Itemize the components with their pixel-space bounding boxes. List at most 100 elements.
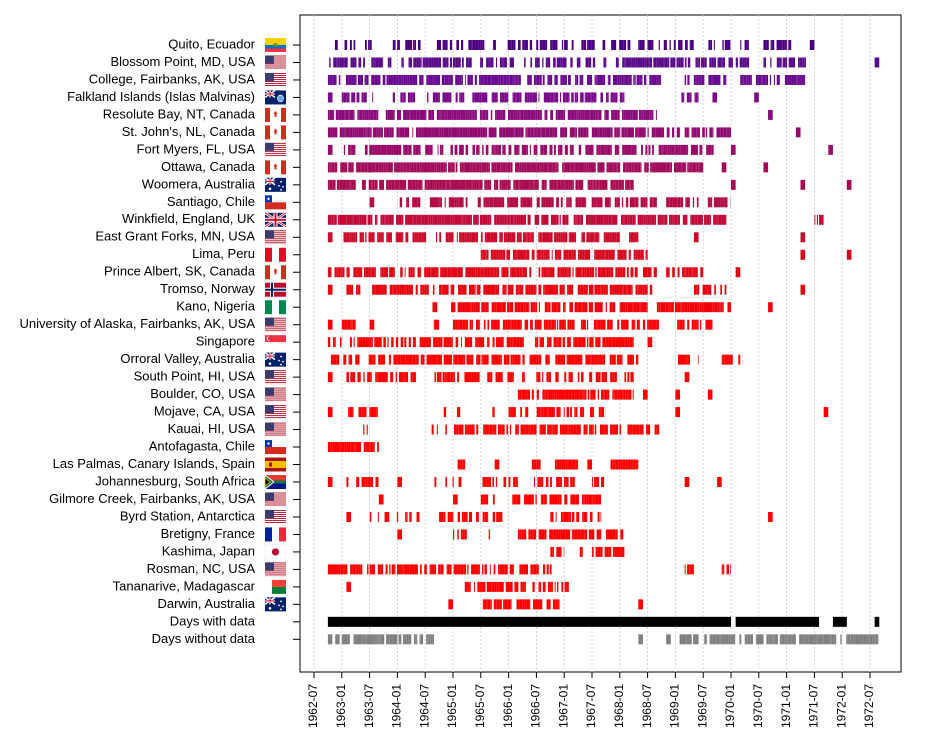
data-bar [518, 127, 521, 138]
data-bar [548, 599, 551, 610]
data-bar [443, 511, 446, 522]
data-bar [479, 214, 483, 225]
data-bar [600, 92, 604, 103]
data-bar [538, 284, 542, 295]
data-bar [351, 232, 354, 243]
data-bar [788, 40, 792, 50]
data-bar [445, 92, 447, 103]
data-bar [556, 389, 558, 400]
data-bar [369, 40, 372, 50]
data-bar [556, 162, 558, 173]
data-bar [529, 92, 532, 103]
data-bar [450, 74, 453, 85]
data-bar [622, 459, 626, 470]
data-bar [524, 40, 528, 50]
data-bar [595, 337, 598, 348]
data-bar [507, 232, 510, 243]
data-bar [579, 389, 583, 400]
data-bar [717, 57, 719, 68]
data-bar [333, 57, 337, 68]
data-bar [366, 127, 368, 138]
data-bar [655, 197, 657, 208]
data-bar [408, 337, 411, 348]
data-bar [534, 127, 537, 138]
data-bar [450, 372, 453, 383]
data-bar [491, 319, 494, 330]
data-bar [619, 389, 623, 400]
data-bar [508, 407, 511, 418]
data-bar [631, 372, 634, 383]
data-bar [755, 634, 757, 645]
data-bar [606, 197, 610, 208]
data-bar [519, 354, 521, 365]
data-bar [863, 634, 867, 645]
data-bar [483, 319, 486, 330]
data-bar [335, 74, 337, 85]
data-bar [510, 214, 514, 225]
data-bar [514, 581, 516, 592]
data-bar [342, 214, 345, 225]
data-bar [523, 214, 527, 225]
data-bar [677, 319, 679, 330]
data-bar [579, 92, 581, 103]
series-row [327, 634, 879, 645]
data-bar [652, 319, 655, 330]
data-bar [583, 40, 587, 50]
data-bar [430, 214, 433, 225]
data-bar [594, 284, 598, 295]
data-bar [406, 511, 408, 522]
row-label: St. John's, NL, Canada [122, 124, 256, 139]
data-bar [641, 144, 643, 155]
data-bar [458, 57, 461, 68]
data-bar [596, 354, 599, 365]
data-bar [377, 372, 379, 383]
data-bar [714, 284, 716, 295]
data-bar [578, 197, 582, 208]
data-bar [615, 179, 618, 190]
data-bar [651, 214, 655, 225]
data-bar [414, 232, 417, 243]
data-bar [599, 179, 602, 190]
data-bar [566, 511, 569, 522]
data-bar [429, 144, 433, 155]
data-bar [371, 337, 373, 348]
data-bar [626, 74, 629, 85]
data-bar [541, 477, 544, 487]
data-bar [542, 581, 546, 592]
data-bar [491, 354, 493, 365]
data-bar [385, 162, 388, 173]
data-bar [503, 477, 507, 487]
usa-flag-icon [265, 562, 286, 577]
data-bar [511, 564, 514, 575]
x-tick-label: 1972-01 [834, 684, 848, 728]
data-bar [467, 337, 470, 348]
data-bar [408, 284, 411, 295]
data-bar [481, 302, 485, 313]
row-label: Falkland Islands (Islas Malvinas) [67, 89, 255, 104]
data-bar [585, 197, 587, 208]
data-bar [564, 144, 568, 155]
data-bar [387, 232, 391, 243]
data-bar [495, 372, 498, 383]
data-bar [367, 162, 370, 173]
data-bar [416, 57, 419, 68]
data-bar [513, 40, 516, 50]
data-bar [769, 634, 772, 645]
data-bar [628, 144, 632, 155]
data-bar [594, 477, 597, 487]
data-bar [566, 40, 568, 50]
data-bar [799, 634, 803, 645]
data-bar [685, 267, 687, 278]
data-bar [763, 40, 767, 50]
data-bar [550, 389, 553, 400]
data-bar [575, 127, 577, 138]
data-bar [404, 634, 407, 645]
data-bar [516, 267, 520, 278]
usa-flag-icon [265, 72, 286, 87]
data-bar [543, 494, 545, 505]
data-bar [656, 302, 659, 313]
data-bar [356, 214, 358, 225]
data-bar [489, 214, 492, 225]
data-bar [551, 511, 554, 522]
data-bar [591, 127, 595, 138]
